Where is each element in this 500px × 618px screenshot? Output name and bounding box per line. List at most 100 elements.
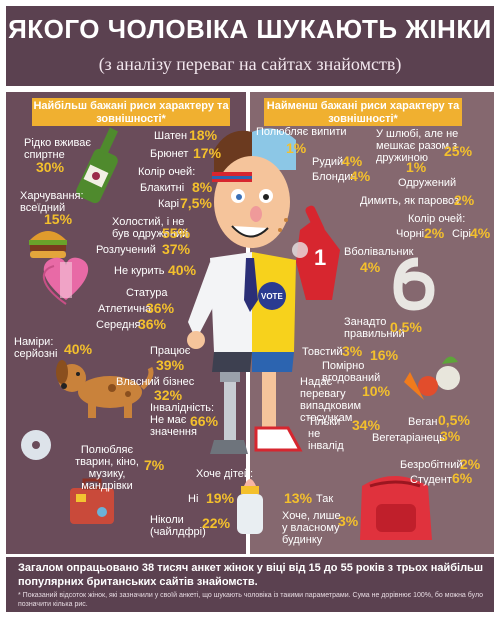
- eye-brown-value: 7,5%: [180, 195, 212, 211]
- kids-yes-value: 13%: [284, 490, 313, 506]
- divorced-label: Розлучений: [96, 244, 156, 256]
- foam-finger-icon: [296, 205, 340, 300]
- chubby-value: 16%: [370, 347, 399, 363]
- average-label: Середня: [96, 319, 141, 331]
- hair-brunette-label: Брюнет: [150, 148, 189, 160]
- kids-own-value: 3%: [338, 513, 359, 529]
- eye-blue-label: Блакитні: [140, 182, 185, 194]
- no-smoking-value: 40%: [168, 262, 197, 278]
- correct-label: Занадто правильний: [344, 316, 405, 340]
- correct-value: 0,5%: [390, 319, 422, 335]
- casual-label: Надає перевагу випадковим стосункам: [300, 376, 362, 424]
- page-subtitle: (з аналізу переваг на сайтах знайомств): [98, 54, 402, 74]
- footer-banner: Загалом опрацьовано 38 тисяч анкет жінок…: [6, 557, 494, 612]
- married-value: 25%: [444, 143, 473, 159]
- eye-grey-value: 4%: [470, 225, 491, 241]
- baby-bottle-icon: [237, 479, 263, 534]
- vegetarian-value: 3%: [440, 428, 461, 444]
- athletic-label: Атлетична: [98, 303, 152, 315]
- casual-value: 10%: [362, 383, 391, 399]
- left-section-header: Найбільш бажані риси характеру та зовніш…: [32, 98, 230, 126]
- drinks-value: 30%: [36, 159, 65, 175]
- suitcase-icon: [70, 478, 114, 524]
- footer-footnote: * Показаний відсоток жінок, які зазначил…: [18, 592, 484, 608]
- blond-label: Блондин: [312, 171, 357, 183]
- smoker-value: 2%: [454, 192, 475, 208]
- fan-label: Вболівальник: [344, 246, 414, 258]
- kids-no-value: 19%: [206, 490, 235, 506]
- not-disabled-label: Тільки не інвалід: [308, 416, 344, 452]
- eye-blue-value: 8%: [192, 179, 213, 195]
- drinks-label: Рідко вживає спиртне: [24, 137, 91, 161]
- vegan-value: 0,5%: [438, 412, 470, 428]
- chubby-label: Помірно вгодований: [322, 360, 381, 384]
- not-disabled-value: 34%: [352, 417, 381, 433]
- page-title: ЯКОГО ЧОЛОВІКА ШУКАЮТЬ ЖІНКИ: [8, 14, 492, 44]
- dog-icon: [56, 360, 154, 418]
- fat-value: 3%: [342, 343, 363, 359]
- business-label: Власний бізнес: [116, 376, 195, 388]
- cd-icon: [21, 430, 51, 460]
- unemployed-value: 2%: [460, 456, 481, 472]
- unemployed-label: Безробітний: [400, 459, 463, 471]
- footer-summary: Загалом опрацьовано 38 тисяч анкет жінок…: [18, 562, 483, 588]
- athletic-value: 36%: [146, 300, 175, 316]
- married2-value: 1%: [406, 159, 427, 175]
- kids-label: Хоче дітей:: [196, 468, 254, 480]
- student-value: 6%: [452, 470, 473, 486]
- student-label: Студент: [410, 474, 452, 486]
- eye-color-label: Колір очей:: [138, 166, 196, 178]
- single-label: Холостий, і не був одружений: [112, 216, 189, 240]
- vegetables-icon: [404, 356, 460, 400]
- eye-grey-label: Сірі: [452, 228, 471, 240]
- redhead-label: Рудий: [312, 156, 344, 168]
- business-value: 32%: [154, 387, 183, 403]
- disability-value: 66%: [190, 413, 219, 429]
- blond-value: 4%: [350, 168, 371, 184]
- married2-label: Одружений: [398, 177, 457, 189]
- right-eye-color-label: Колір очей:: [408, 213, 466, 225]
- hobby-label: Полюбляє тварин, кіно, музику, мандрівки: [75, 444, 139, 492]
- single-value: 55%: [162, 225, 191, 241]
- hair-brown-value: 18%: [189, 127, 218, 143]
- smoker-label: Димить, як паровоз: [360, 195, 460, 207]
- divorced-value: 37%: [162, 241, 191, 257]
- kids-never-label: Ніколи (чайлдфрі): [150, 514, 206, 538]
- title-banner: ЯКОГО ЧОЛОВІКА ШУКАЮТЬ ЖІНКИ (з аналізу …: [6, 6, 494, 86]
- backpack-icon: [360, 476, 432, 540]
- fat-label: Товстий: [302, 346, 343, 358]
- eye-brown-label: Карі: [158, 198, 180, 210]
- eye-black-label: Чорні: [396, 228, 425, 240]
- right-section-header: Найменш бажані риси характеру та зовнішн…: [264, 98, 462, 126]
- drinker-label: Полюбляє випити: [256, 126, 347, 138]
- kids-yes-label: Так: [316, 493, 334, 505]
- number-six-icon: [393, 257, 435, 311]
- drinker-value: 1%: [286, 140, 307, 156]
- disability-label: Інвалідність: Не має значення: [150, 402, 215, 438]
- work-label: Працює: [150, 345, 191, 357]
- vegetarian-label: Вегетаріанець: [372, 432, 445, 444]
- hair-brown-label: Шатен: [154, 130, 188, 142]
- man-figure-illustration: [187, 128, 308, 454]
- kids-never-value: 22%: [202, 515, 231, 531]
- foam-finger-number: 1: [314, 245, 327, 270]
- work-value: 39%: [156, 357, 185, 373]
- intent-label: Наміри: серйозні: [14, 336, 58, 360]
- kids-own-label: Хоче, лише у власному будинку: [282, 510, 341, 546]
- diet-label: Харчування: всеїдний: [20, 190, 84, 214]
- vegan-label: Веган: [408, 416, 438, 428]
- no-smoking-label: Не курить: [114, 265, 165, 277]
- left-panel-background: [6, 92, 246, 554]
- hair-brunette-value: 17%: [193, 145, 222, 161]
- redhead-value: 4%: [342, 153, 363, 169]
- intent-value: 40%: [64, 341, 93, 357]
- kids-no-label: Ні: [188, 493, 199, 505]
- diet-value: 15%: [44, 211, 73, 227]
- fan-value: 4%: [360, 259, 381, 275]
- build-label: Статура: [126, 287, 168, 299]
- married-label: У шлюбі, але не мешкає разом з дружиною: [376, 128, 459, 164]
- burger-icon: [29, 231, 67, 258]
- heart-box-icon: [42, 257, 89, 305]
- vote-badge-text: VOTE: [261, 292, 283, 301]
